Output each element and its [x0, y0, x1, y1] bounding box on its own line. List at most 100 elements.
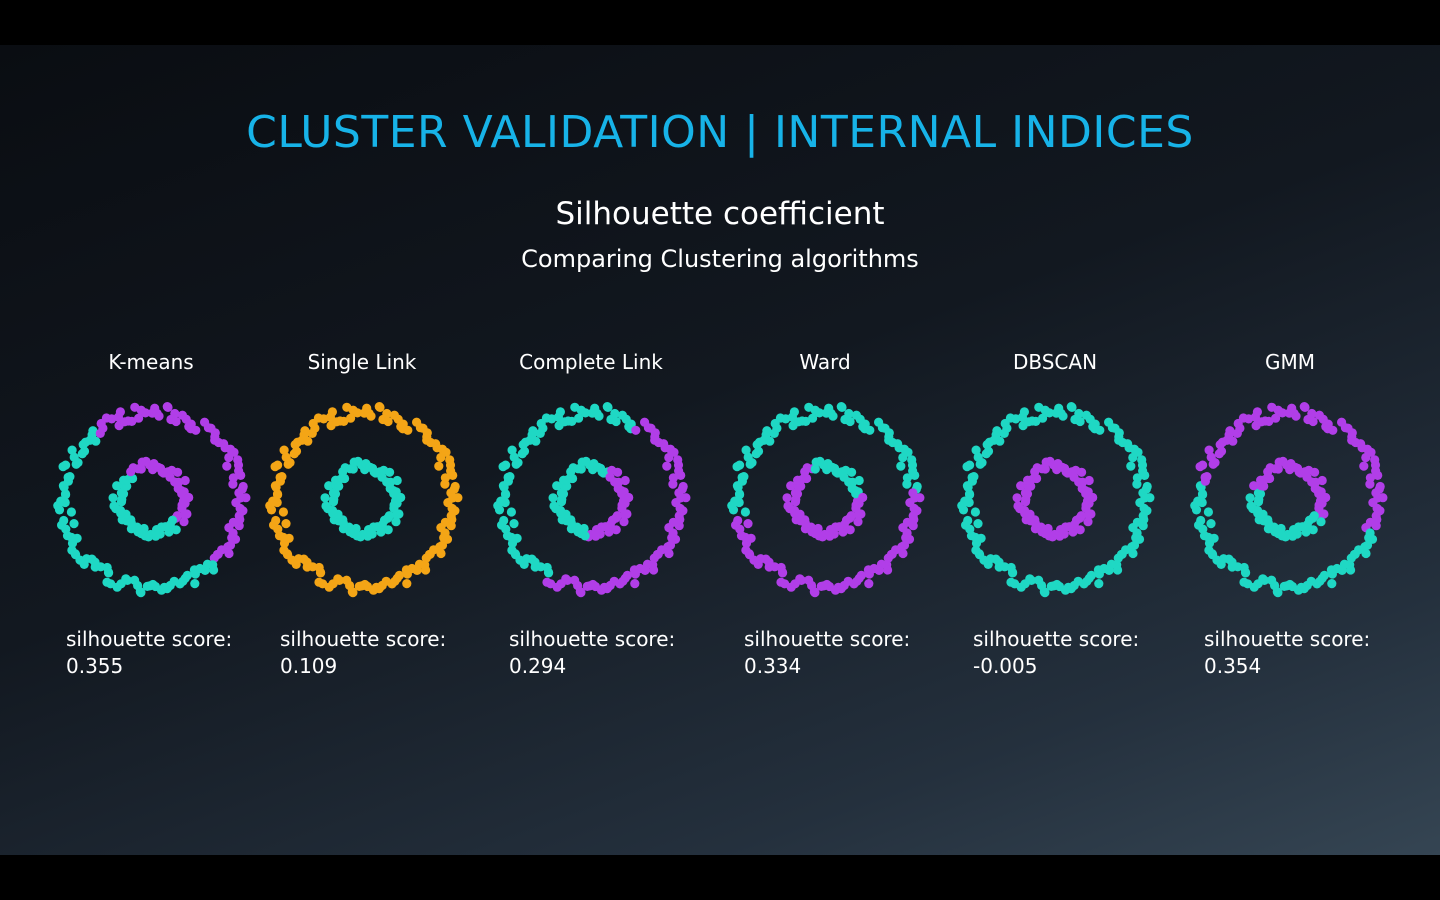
- outer-ring-point: [963, 515, 973, 526]
- outer-ring-point: [730, 496, 740, 506]
- inner-ring-point: [617, 489, 627, 499]
- outer-ring-point: [402, 569, 412, 579]
- outer-ring-point: [1203, 507, 1213, 517]
- outer-ring-point: [439, 533, 449, 543]
- outer-ring-point: [446, 521, 456, 531]
- outer-ring-point: [279, 545, 289, 555]
- score-value: 0.355: [66, 654, 124, 678]
- outer-ring-point: [1128, 452, 1138, 463]
- scatter-plot-gmm: [1190, 402, 1388, 598]
- outer-ring-point: [735, 460, 745, 470]
- outer-ring-point: [222, 461, 232, 471]
- inner-ring-point: [847, 467, 857, 477]
- score-caption: silhouette score:: [1204, 627, 1371, 651]
- outer-ring-point: [743, 452, 753, 462]
- outer-ring-point: [1359, 461, 1369, 471]
- inner-ring-point: [328, 488, 338, 498]
- outer-ring-point: [631, 425, 641, 435]
- inner-ring-point: [853, 517, 863, 527]
- panel-label: K-means: [108, 350, 194, 374]
- outer-ring-point: [224, 452, 234, 463]
- inner-ring-point: [177, 489, 187, 499]
- inner-ring-point: [389, 489, 399, 499]
- outer-ring-point: [507, 545, 517, 555]
- panel-ward: Ward silhouette score: 0.334: [710, 45, 940, 855]
- outer-ring-point: [268, 496, 278, 506]
- outer-ring-point: [789, 407, 799, 417]
- outer-ring-point: [228, 479, 238, 489]
- outer-ring-point: [1138, 521, 1148, 531]
- outer-ring-point: [227, 533, 237, 543]
- outer-ring-point: [582, 581, 592, 591]
- outer-ring-point: [507, 445, 517, 455]
- inner-ring-point: [1081, 489, 1091, 499]
- outer-ring-point: [865, 425, 875, 435]
- outer-ring-point: [676, 470, 686, 480]
- outer-ring-point: [740, 507, 750, 517]
- panel-label: Complete Link: [519, 350, 663, 374]
- outer-ring-point: [668, 479, 678, 489]
- inner-ring-point: [576, 464, 586, 474]
- slide-title: CLUSTER VALIDATION | INTERNAL INDICES: [246, 107, 1194, 158]
- inner-ring-point: [320, 493, 330, 503]
- outer-ring-point: [1067, 402, 1077, 412]
- inner-ring-point: [392, 475, 402, 486]
- outer-ring-point: [115, 407, 125, 417]
- outer-ring-point: [69, 452, 79, 462]
- outer-ring-point: [1044, 408, 1054, 418]
- outer-ring-point: [1034, 575, 1044, 585]
- outer-ring-point: [66, 507, 76, 517]
- outer-ring-point: [667, 533, 677, 543]
- outer-ring-point: [542, 577, 552, 587]
- inner-ring-point: [109, 501, 119, 511]
- outer-ring-point: [1361, 548, 1371, 559]
- outer-ring-point: [56, 496, 66, 506]
- outer-ring-point: [630, 579, 640, 589]
- outer-ring-point: [762, 426, 772, 436]
- outer-ring-point: [271, 515, 281, 526]
- score-caption: silhouette score:: [509, 627, 676, 651]
- slide-subtitle: Silhouette coefficient: [555, 196, 885, 232]
- outer-ring-point: [61, 460, 71, 470]
- outer-ring-point: [965, 460, 975, 470]
- outer-ring-point: [366, 411, 376, 421]
- outer-ring-point: [973, 452, 983, 462]
- outer-ring-point: [140, 408, 150, 418]
- inner-ring-point: [112, 481, 122, 491]
- outer-ring-point: [603, 402, 613, 412]
- panel-dbscan: DBSCAN silhouette score: -0.005: [940, 45, 1170, 855]
- outer-ring-point: [1371, 521, 1381, 531]
- outer-ring-point: [1271, 413, 1281, 423]
- outer-ring-point: [864, 579, 874, 589]
- inner-ring-point: [385, 467, 395, 477]
- outer-ring-point: [234, 521, 244, 531]
- inner-ring-point: [1314, 489, 1324, 499]
- outer-ring-point: [1373, 470, 1383, 480]
- outer-ring-point: [908, 521, 918, 531]
- outer-ring-point: [382, 408, 392, 419]
- score-caption: silhouette score:: [744, 627, 911, 651]
- panel-label: GMM: [1264, 350, 1315, 374]
- inner-ring-point: [851, 489, 861, 499]
- inner-ring-point: [1317, 510, 1327, 520]
- outer-ring-point: [273, 460, 283, 470]
- outer-ring-point: [555, 407, 565, 417]
- outer-ring-point: [845, 416, 855, 427]
- outer-ring-point: [1128, 548, 1138, 559]
- inner-ring-point: [549, 501, 559, 511]
- outer-ring-point: [883, 565, 893, 575]
- outer-ring-point: [421, 565, 431, 575]
- outer-ring-point: [1019, 407, 1029, 417]
- outer-ring-point: [1364, 533, 1374, 543]
- outer-ring-point: [816, 581, 826, 591]
- outer-ring-point: [1327, 579, 1337, 589]
- outer-ring-point: [1206, 519, 1216, 529]
- inner-ring-point: [136, 464, 146, 474]
- outer-ring-point: [664, 452, 674, 463]
- inner-ring-point: [1249, 481, 1259, 491]
- outer-ring-point: [67, 545, 77, 555]
- outer-ring-point: [163, 402, 173, 412]
- outer-ring-point: [224, 548, 234, 559]
- outer-ring-point: [142, 581, 152, 591]
- outer-ring-point: [1202, 472, 1212, 482]
